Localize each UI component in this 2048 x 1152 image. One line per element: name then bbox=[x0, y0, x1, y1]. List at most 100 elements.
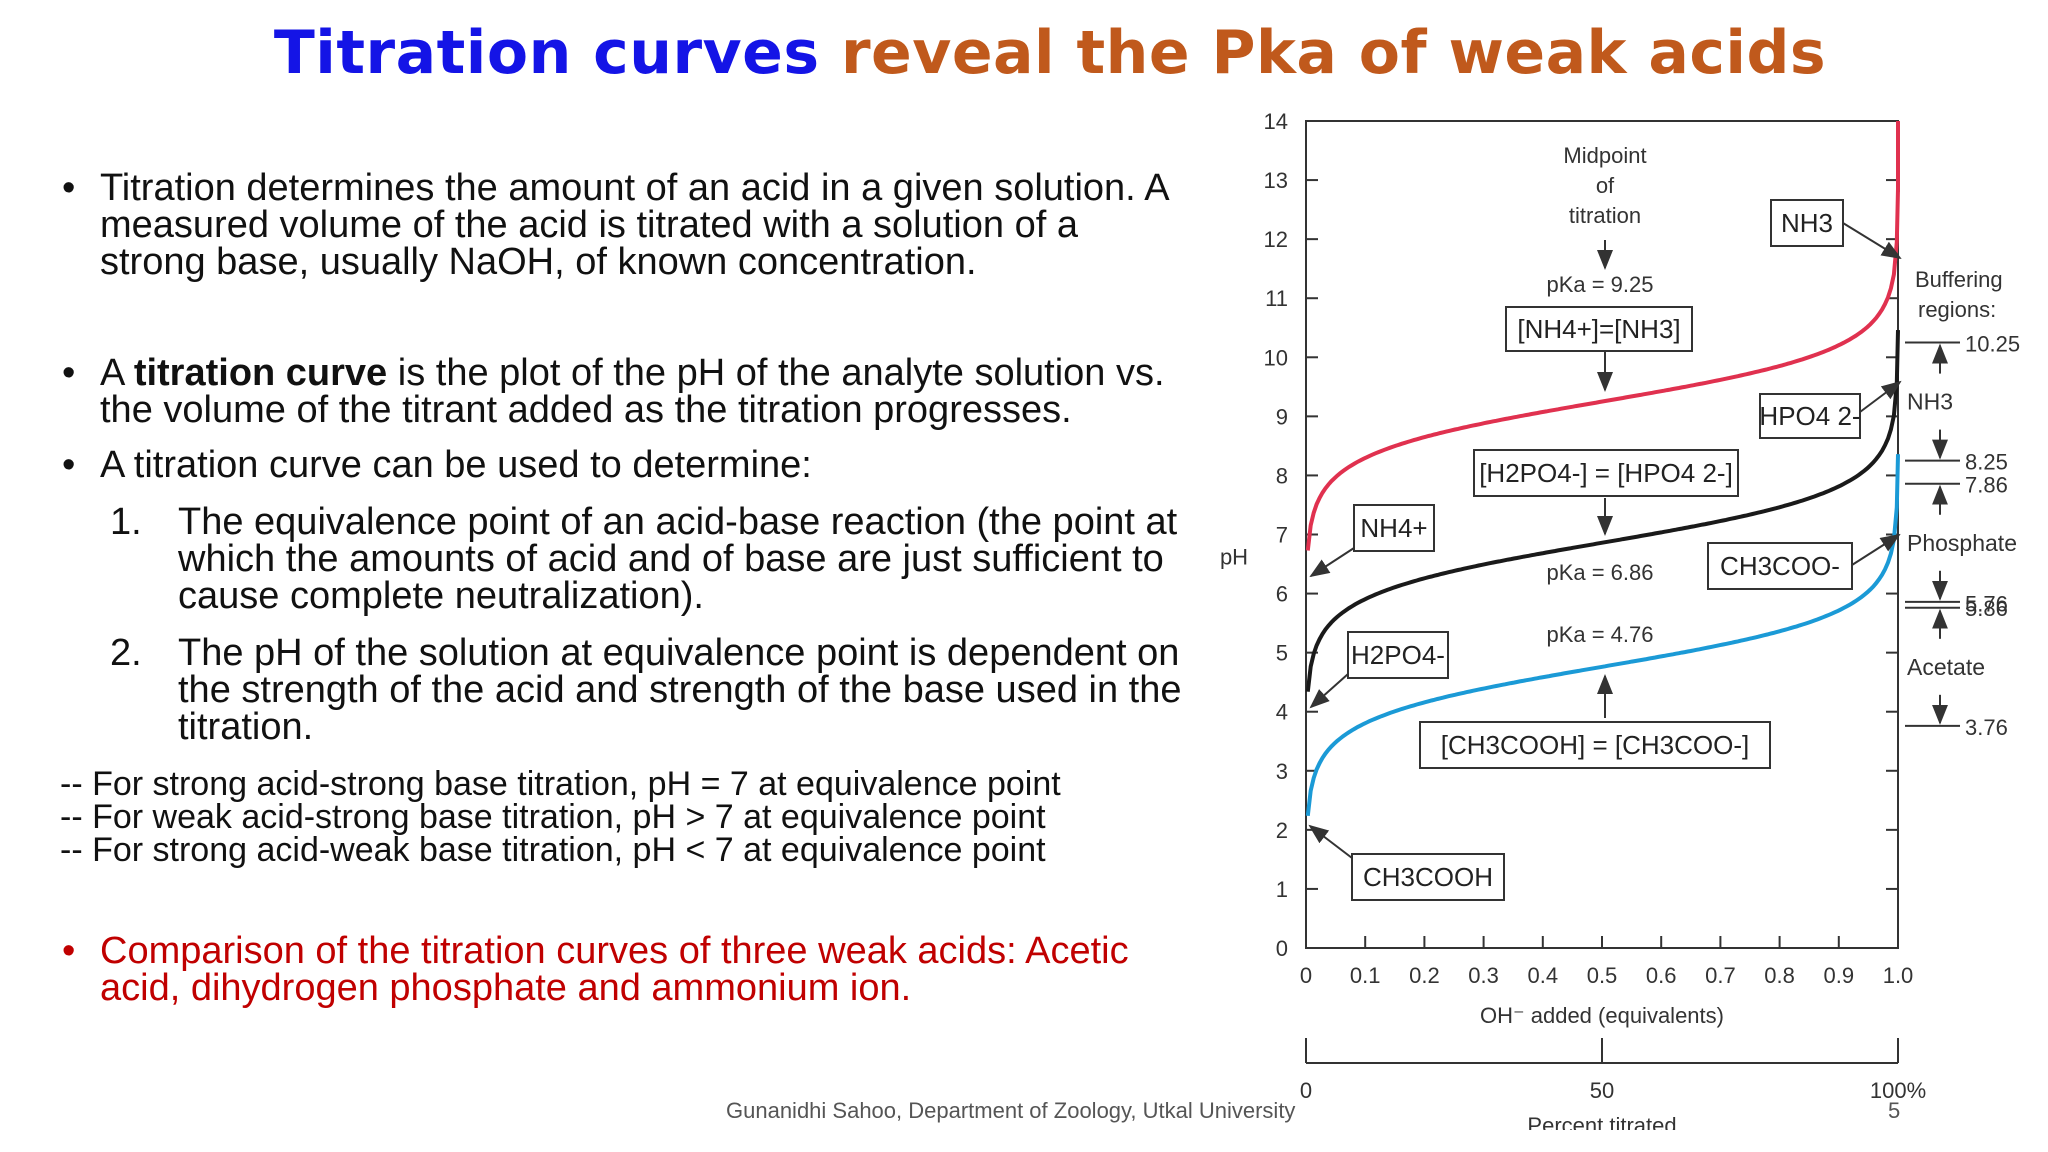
curve-ammonium bbox=[1305, 188, 1900, 551]
box-nh4-box bbox=[1353, 504, 1435, 552]
midpoint-label-3: titration bbox=[1569, 203, 1641, 228]
buffer-high-label: 7.86 bbox=[1965, 473, 2008, 498]
midpoint-label-1: Midpoint bbox=[1563, 143, 1646, 168]
eq-phosphate: [H2PO4-] = [HPO4 2-] bbox=[1479, 458, 1733, 488]
y-tick-label: 7 bbox=[1276, 523, 1288, 548]
x-tick-label: 1.0 bbox=[1883, 963, 1914, 988]
eq-ammonium: [NH4+]=[NH3] bbox=[1517, 314, 1680, 344]
box-h2po4-box bbox=[1347, 631, 1449, 679]
curve-phosphate bbox=[1305, 330, 1900, 692]
buffer-region-label: Acetate bbox=[1907, 654, 1985, 680]
y-tick-label: 12 bbox=[1264, 227, 1288, 252]
bullet-dot: • bbox=[62, 352, 76, 394]
y-tick-label: 10 bbox=[1264, 345, 1288, 370]
pka-ammonium-label: pKa = 9.25 bbox=[1546, 272, 1653, 297]
percent-tick-label: 50 bbox=[1590, 1078, 1614, 1103]
buffer-region-label: NH3 bbox=[1907, 389, 1953, 415]
num2-marker: 2. bbox=[110, 632, 142, 674]
slide-title: Titration curves reveal the Pka of weak … bbox=[0, 18, 2048, 88]
buffer-low-label: 3.76 bbox=[1965, 715, 2008, 740]
buffer-high-label: 5.76 bbox=[1965, 592, 2008, 617]
numbered-item-1: 1. The equivalence point of an acid-base … bbox=[60, 501, 1190, 617]
box-hpo4-box bbox=[1759, 393, 1861, 439]
box-ch3coo: CH3COO- bbox=[1720, 551, 1840, 581]
x-tick-label: 0.1 bbox=[1350, 963, 1381, 988]
bullet2-pre: A bbox=[100, 352, 134, 394]
buffer-low-label: 8.25 bbox=[1965, 450, 2008, 475]
curve-acetate bbox=[1305, 454, 1900, 817]
num1-marker: 1. bbox=[110, 501, 142, 543]
y-tick-label: 11 bbox=[1265, 286, 1288, 311]
box-ch3cooh-box bbox=[1351, 853, 1505, 901]
y-tick-label: 5 bbox=[1276, 641, 1288, 666]
box-nh3: NH3 bbox=[1781, 208, 1833, 238]
y-tick-label: 3 bbox=[1276, 759, 1288, 784]
y-tick-label: 4 bbox=[1276, 700, 1288, 725]
buffer-region-label: Phosphate bbox=[1907, 530, 2017, 556]
y-tick-label: 2 bbox=[1276, 818, 1288, 843]
buffering-title-2: regions: bbox=[1918, 297, 1996, 322]
bullet-dot: • bbox=[62, 167, 76, 209]
box-nh4: NH4+ bbox=[1360, 513, 1427, 543]
page-number: 5 bbox=[1888, 1098, 1901, 1123]
dash-line-2: -- For weak acid-strong base titration, … bbox=[60, 798, 1046, 836]
buffer-low-label: 5.86 bbox=[1965, 596, 2008, 621]
y-tick-label: 14 bbox=[1264, 109, 1288, 134]
eq-phosphate-box bbox=[1473, 449, 1739, 497]
num1-text: The equivalence point of an acid-base re… bbox=[178, 501, 1178, 617]
eq-acetate-box bbox=[1419, 721, 1771, 769]
box-h2po4: H2PO4- bbox=[1351, 640, 1445, 670]
numbered-item-2: 2. The pH of the solution at equivalence … bbox=[60, 632, 1190, 748]
bullet4-text: Comparison of the titration curves of th… bbox=[100, 930, 1129, 1009]
box-ch3coo-arrow bbox=[1851, 533, 1901, 566]
box-nh4-arrow bbox=[1309, 547, 1355, 578]
bullet-titration-curve: • A titration curve is the plot of the pH… bbox=[60, 352, 1190, 431]
percent-tick-label: 0 bbox=[1300, 1078, 1312, 1103]
bullet1-text: Titration determines the amount of an ac… bbox=[100, 167, 1168, 283]
bullet-uses: • A titration curve can be used to determ… bbox=[60, 444, 1190, 486]
x-tick-label: 0.4 bbox=[1528, 963, 1559, 988]
y-tick-label: 0 bbox=[1276, 936, 1288, 961]
y-tick-label: 1 bbox=[1276, 877, 1288, 902]
percent-tick-label: 100% bbox=[1870, 1078, 1926, 1103]
percent-axis-label: Percent titrated bbox=[1527, 1113, 1676, 1130]
eq-ammonium-box bbox=[1505, 306, 1693, 352]
box-hpo4: HPO4 2- bbox=[1759, 401, 1860, 431]
bullet2-bold: titration curve bbox=[133, 352, 388, 394]
dash-line-1: -- For strong acid-strong base titration… bbox=[60, 765, 1061, 803]
dash-line-3: -- For strong acid-weak base titration, … bbox=[60, 831, 1046, 869]
title-part2: reveal the Pka of weak acids bbox=[840, 18, 1827, 88]
bullet3-text: A titration curve can be used to determi… bbox=[100, 444, 812, 486]
title-part1: Titration curves bbox=[273, 18, 820, 88]
y-tick-label: 13 bbox=[1264, 168, 1288, 193]
box-ch3cooh-arrow bbox=[1308, 824, 1353, 859]
box-nh3-arrow bbox=[1842, 222, 1902, 260]
bullet-dot: • bbox=[62, 930, 76, 972]
footer-credit: Gunanidhi Sahoo, Department of Zoology, … bbox=[726, 1098, 1296, 1123]
pka-acetate-label: pKa = 4.76 bbox=[1546, 622, 1653, 647]
pka-phosphate-label: pKa = 6.86 bbox=[1546, 560, 1653, 585]
bullet-titration-definition: • Titration determines the amount of an a… bbox=[60, 167, 1190, 283]
bullet2-post: is the plot of the pH of the analyte sol… bbox=[100, 352, 1165, 431]
box-ch3coo-box bbox=[1707, 542, 1853, 590]
slide-body: • Titration determines the amount of an a… bbox=[60, 167, 1190, 1009]
box-nh3-box bbox=[1770, 199, 1844, 247]
num2-text: The pH of the solution at equivalence po… bbox=[178, 632, 1182, 748]
eq-acetate: [CH3COOH] = [CH3COO-] bbox=[1441, 730, 1749, 760]
bullet-dot: • bbox=[62, 444, 76, 486]
x-axis-label: OH⁻ added (equivalents) bbox=[1480, 1003, 1724, 1028]
x-tick-label: 0.2 bbox=[1409, 963, 1440, 988]
buffer-high-label: 10.25 bbox=[1965, 332, 2020, 357]
x-tick-label: 0.7 bbox=[1705, 963, 1736, 988]
x-tick-label: 0.8 bbox=[1764, 963, 1795, 988]
bullet-comparison: • Comparison of the titration curves of t… bbox=[60, 930, 1190, 1009]
x-tick-label: 0.5 bbox=[1587, 963, 1618, 988]
box-hpo4-arrow bbox=[1859, 380, 1902, 413]
y-axis-label: pH bbox=[1220, 545, 1248, 570]
y-tick-label: 8 bbox=[1276, 463, 1288, 488]
box-ch3cooh: CH3COOH bbox=[1363, 862, 1493, 892]
midpoint-label-2: of bbox=[1596, 173, 1615, 198]
x-tick-label: 0 bbox=[1300, 963, 1312, 988]
buffering-title-1: Buffering bbox=[1915, 267, 2003, 292]
